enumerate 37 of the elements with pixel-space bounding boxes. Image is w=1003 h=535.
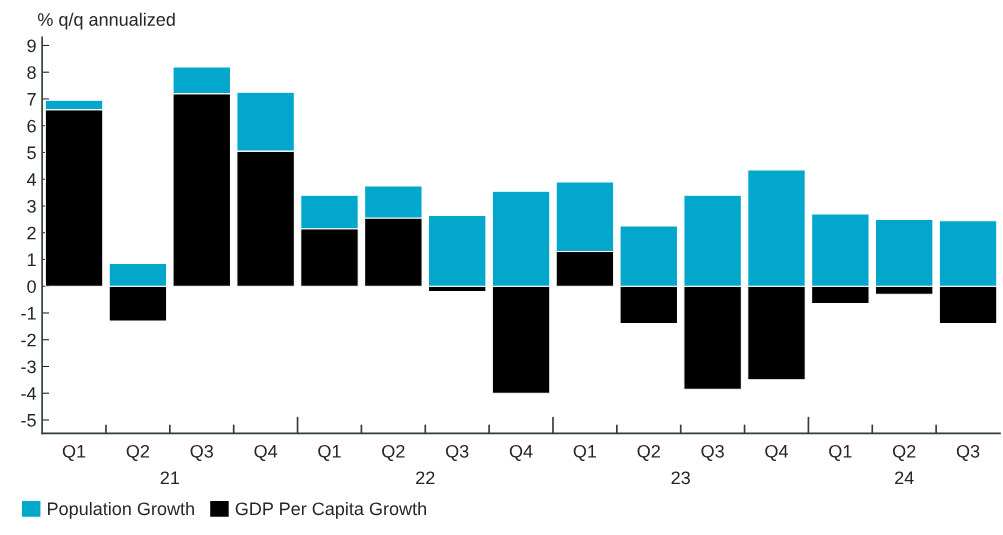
y-tick-label: 7 — [27, 93, 36, 106]
y-tick-label: 1 — [27, 253, 36, 267]
x-tick-label: Q2 — [382, 444, 405, 461]
y-tick-label: 8 — [27, 66, 36, 79]
x-tick-label: Q1 — [62, 444, 86, 461]
y-tick-label: -3 — [21, 360, 36, 374]
text: 23 — [671, 471, 690, 485]
y-axis-title: % q/q annualized — [37, 12, 175, 30]
x-tick-label: Q4 — [509, 444, 533, 461]
legend-label: GDP Per Capita Growth — [235, 501, 426, 519]
x-tick-label: Q4 — [765, 444, 788, 461]
y-tick-label: 6 — [27, 119, 36, 133]
x-tick-label: Q2 — [637, 444, 660, 461]
y-tick-label: 3 — [27, 199, 36, 213]
y-tick-label: 5 — [27, 146, 36, 160]
x-tick-label: Q2 — [893, 444, 916, 461]
y-tick-label: -4 — [21, 387, 37, 400]
y-tick-label: -1 — [21, 307, 36, 320]
x-tick-label: Q3 — [956, 444, 980, 461]
y-tick-label: 9 — [27, 39, 36, 53]
y-tick-label: -5 — [21, 414, 36, 427]
y-tick-label: -2 — [21, 333, 36, 347]
text: 22 — [416, 471, 435, 485]
legend-label: Population Growth — [48, 501, 194, 519]
x-tick-label: Q4 — [254, 444, 278, 461]
y-tick-label: 0 — [27, 280, 36, 293]
y-tick-label: 4 — [26, 173, 37, 186]
x-tick-label: Q3 — [446, 444, 469, 461]
text: 24 — [895, 471, 914, 485]
x-tick-label: Q1 — [573, 444, 597, 461]
x-tick-label: Q3 — [701, 444, 724, 461]
x-tick-label: Q3 — [190, 444, 214, 461]
x-tick-label: Q2 — [126, 444, 150, 461]
x-tick-label: Q1 — [318, 444, 341, 461]
text: 21 — [160, 471, 179, 485]
y-tick-label: 2 — [27, 226, 36, 240]
x-tick-label: Q1 — [829, 444, 852, 461]
